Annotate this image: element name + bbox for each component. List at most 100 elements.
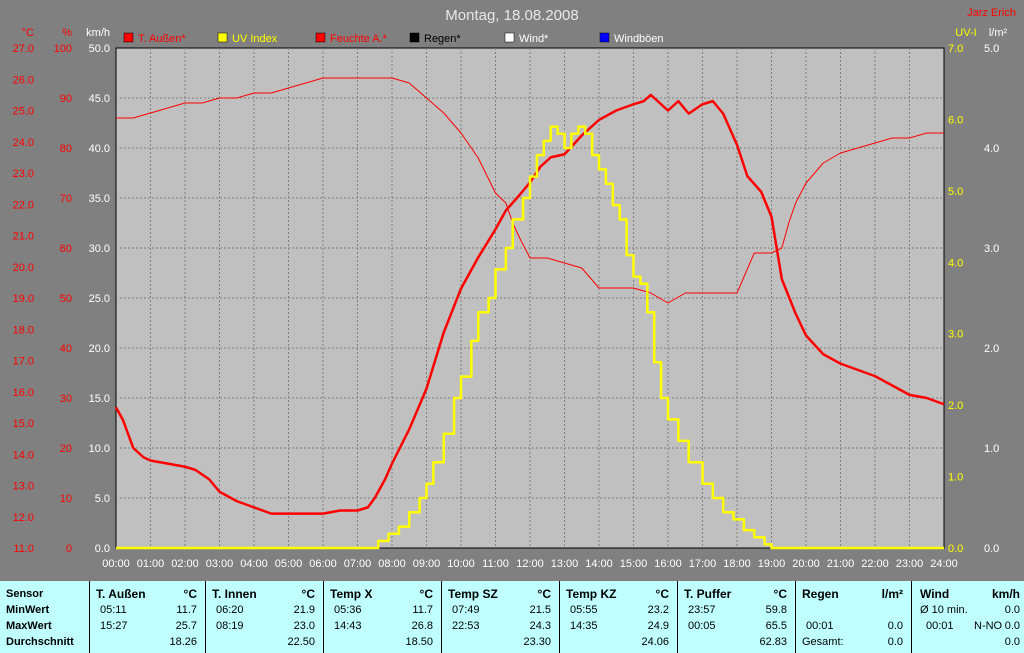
x-axis-tick: 11:00: [482, 558, 509, 570]
average-value: 18.50: [405, 636, 433, 648]
regen-total-value: 0.0: [887, 636, 903, 648]
left-axis-tick: 13.0: [13, 481, 34, 493]
series-line-uvindex: [116, 125, 944, 550]
right-axis-tick: 7.0: [948, 43, 963, 55]
max-value: 24.3: [529, 620, 551, 632]
max-time: 14:43: [334, 620, 362, 632]
x-axis-tick: 05:00: [275, 558, 303, 570]
average-value: 24.06: [641, 636, 669, 648]
x-axis-tick: 21:00: [827, 558, 855, 570]
regen-header: Regen: [802, 587, 839, 601]
x-axis-tick: 14:00: [585, 558, 613, 570]
x-axis-tick: 19:00: [758, 558, 786, 570]
legend-label: Regen*: [424, 33, 461, 45]
right-axis-tick: 2.0: [948, 400, 963, 412]
x-axis-tick: 17:00: [689, 558, 717, 570]
minwert-label: MinWert: [6, 604, 50, 616]
x-axis-tick: 16:00: [654, 558, 682, 570]
left-axis-tick: 25.0: [13, 106, 34, 118]
left-axis-tick: 100: [54, 43, 72, 55]
left-axis-tick: 10.0: [89, 443, 110, 455]
left-axis-unit-1: %: [62, 27, 72, 39]
legend-label: Windböen: [614, 33, 664, 45]
left-axis-tick: 21.0: [13, 231, 34, 243]
durchschnitt-label: Durchschnitt: [6, 636, 74, 648]
stats-column: Temp KZ °C 05:55 23.2 14:35 24.9 24.06: [560, 581, 678, 653]
left-axis-unit-2: km/h: [86, 27, 110, 39]
max-time: 15:27: [100, 620, 128, 632]
max-value: 24.9: [647, 620, 669, 632]
x-axis-tick: 22:00: [861, 558, 889, 570]
legend-label: Feuchte A.*: [330, 33, 388, 45]
stats-table: Sensor MinWert MaxWert Durchschnitt T. A…: [0, 581, 1024, 653]
legend-swatch: [315, 32, 326, 43]
stats-column: Temp SZ °C 07:49 21.5 22:53 24.3 23.30: [442, 581, 560, 653]
left-axis-tick: 30.0: [89, 243, 110, 255]
min-time: 05:55: [570, 604, 598, 616]
column-header: Temp KZ: [566, 587, 617, 601]
right-axis-tick: 5.0: [984, 43, 999, 55]
min-value: 21.9: [293, 604, 315, 616]
max-time: 08:19: [216, 620, 244, 632]
column-header: T. Innen: [212, 587, 257, 601]
legend-swatch: [123, 32, 134, 43]
x-axis-tick: 09:00: [413, 558, 441, 570]
min-time: 05:36: [334, 604, 362, 616]
regen-max-time: 00:01: [806, 620, 834, 632]
column-header: Temp X: [330, 587, 373, 601]
regen-max-value: 0.0: [887, 620, 903, 632]
x-axis-tick: 10:00: [447, 558, 475, 570]
left-axis-tick: 18.0: [13, 324, 34, 336]
x-axis-tick: 18:00: [723, 558, 751, 570]
left-axis-tick: 10: [60, 493, 72, 505]
wind-avg-value: 0.0: [1004, 604, 1020, 616]
x-axis-tick: 23:00: [896, 558, 924, 570]
regen-total-label: Gesamt:: [802, 636, 844, 648]
right-axis-tick: 4.0: [948, 257, 963, 269]
left-axis-unit-0: °C: [22, 27, 34, 39]
x-axis-tick: 01:00: [137, 558, 165, 570]
min-time: 06:20: [216, 604, 244, 616]
stats-sensor-column: Sensor MinWert MaxWert Durchschnitt: [0, 581, 90, 653]
column-header: Temp SZ: [448, 587, 498, 601]
maxwert-label: MaxWert: [6, 620, 52, 632]
right-axis-tick: 1.0: [948, 472, 963, 484]
left-axis-tick: 40.0: [89, 143, 110, 155]
column-unit: °C: [183, 587, 197, 601]
series-line-feuchtea: [116, 77, 944, 304]
min-time: 07:49: [452, 604, 480, 616]
average-value: 23.30: [523, 636, 551, 648]
legend-swatch: [409, 32, 420, 43]
legend-swatch: [504, 32, 515, 43]
left-axis-tick: 30: [60, 393, 72, 405]
left-axis-tick: 17.0: [13, 356, 34, 368]
left-axis-tick: 12.0: [13, 512, 34, 524]
left-axis-tick: 26.0: [13, 74, 34, 86]
right-axis-tick: 2.0: [984, 343, 999, 355]
left-axis-tick: 19.0: [13, 293, 34, 305]
left-axis-tick: 50: [60, 293, 72, 305]
max-value: 65.5: [765, 620, 787, 632]
left-axis-tick: 27.0: [13, 43, 34, 55]
stats-wind-column: Wind km/h Ø 10 min. 0.0 00:01 N-NO 0.0 0.0: [912, 581, 1024, 653]
right-axis-tick: 6.0: [948, 114, 963, 126]
wind-max-time: 00:01: [926, 620, 954, 632]
right-axis-tick: 3.0: [948, 329, 963, 341]
column-header: T. Puffer: [684, 587, 732, 601]
min-value: 11.7: [176, 604, 197, 616]
left-axis-tick: 16.0: [13, 387, 34, 399]
weather-chart: Montag, 18.08.2008 Jarz Erich T. Außen* U…: [12, 7, 1016, 570]
legend-swatch: [217, 32, 228, 43]
x-axis-tick: 12:00: [516, 558, 544, 570]
legend-label: T. Außen*: [138, 33, 186, 45]
left-axis-tick: 15.0: [89, 393, 110, 405]
left-axis-tick: 35.0: [89, 193, 110, 205]
column-unit: °C: [301, 587, 315, 601]
x-axis-tick: 20:00: [792, 558, 820, 570]
max-time: 22:53: [452, 620, 480, 632]
column-header: T. Außen: [96, 587, 146, 601]
min-time: 05:11: [100, 604, 127, 616]
right-axis-tick: 0.0: [948, 543, 963, 555]
wind-max-value: 0.0: [1004, 620, 1020, 632]
max-value: 23.0: [293, 620, 315, 632]
